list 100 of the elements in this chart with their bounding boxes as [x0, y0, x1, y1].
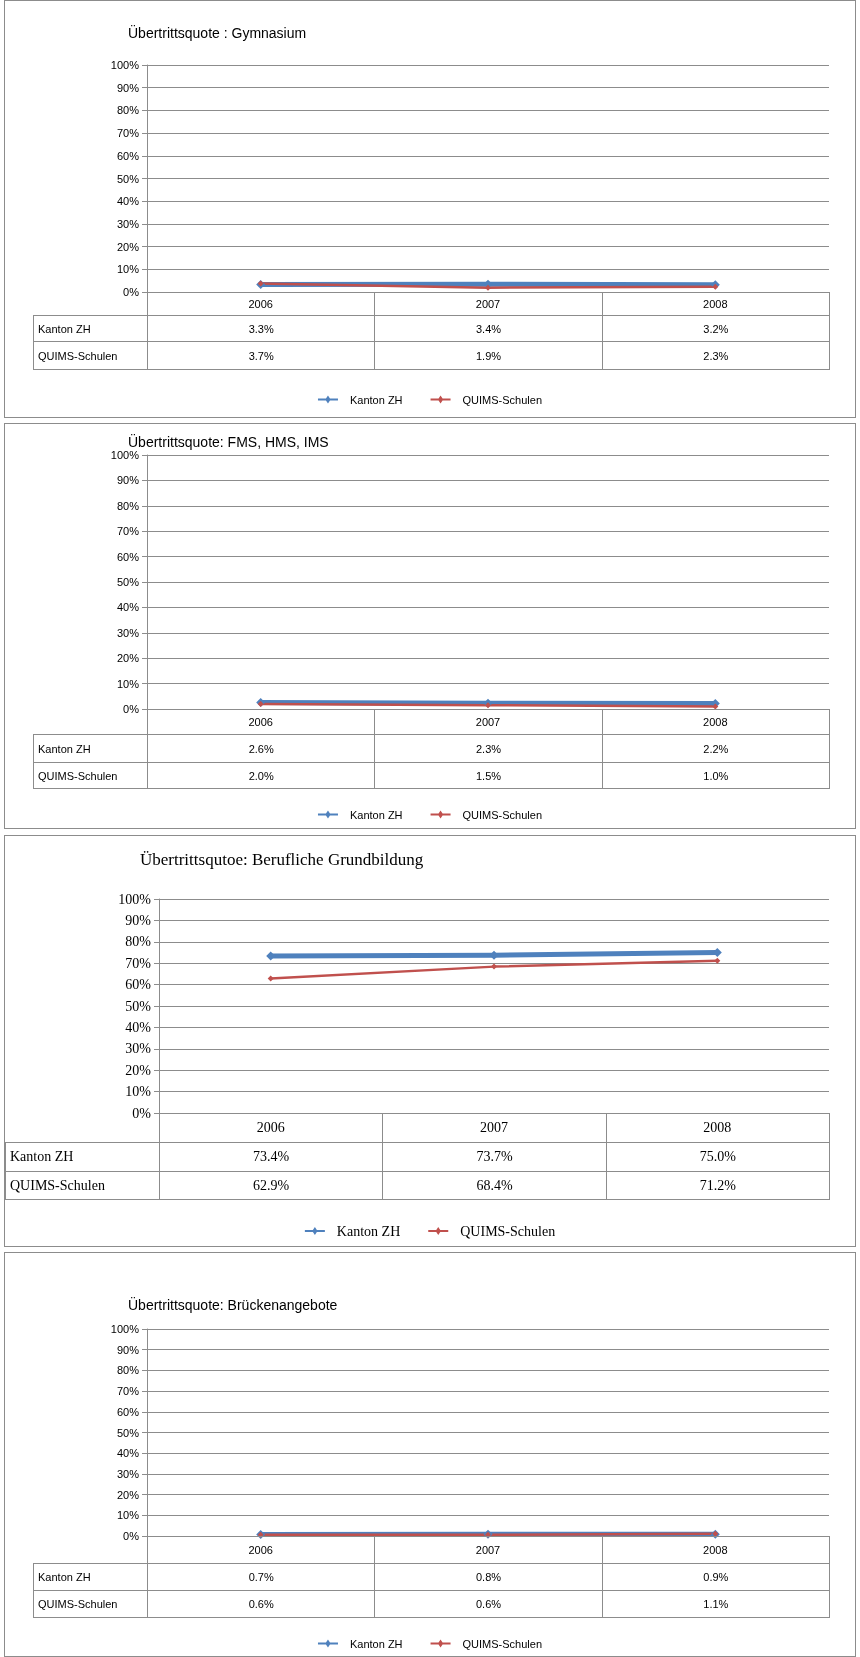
point	[267, 975, 274, 982]
text: QUIMS-Schulen	[38, 349, 118, 362]
chart-title: Übertrittsquote: Brückenangebote	[128, 1296, 338, 1313]
y-tick-label: 70%	[116, 127, 140, 140]
text: Kanton ZH	[38, 1571, 91, 1583]
data-label: 75.0%	[606, 1142, 830, 1172]
data-label: 0.6%	[147, 1590, 375, 1618]
y-tick-label: 100%	[110, 1323, 140, 1335]
x-tick-label: 2006	[248, 297, 273, 310]
y-tick-label: 50%	[116, 1426, 140, 1439]
data-label: 3.4%	[374, 315, 603, 342]
x-tick-label: 2007	[480, 1120, 508, 1135]
y-tick-label: 30%	[116, 626, 140, 639]
y-tick-label: 70%	[116, 525, 140, 538]
data-label: 0.7%	[147, 1563, 375, 1591]
y-tick-label: 90%	[116, 81, 140, 94]
data-label: 68.4%	[382, 1171, 607, 1200]
y-tick-label: 100%	[118, 891, 152, 907]
y-tick-label: 20%	[125, 1062, 152, 1078]
legend-label: QUIMS-Schulen	[460, 1223, 556, 1239]
data-label: 1.5%	[374, 762, 603, 789]
y-tick-label: 10%	[116, 263, 140, 276]
y-tick-label: 0%	[123, 1530, 140, 1542]
x-tick-label: 2006	[248, 1543, 273, 1556]
y-tick-label: 20%	[116, 652, 140, 665]
legend-label: Kanton ZH	[349, 393, 403, 406]
chart-title: Übertrittsquote : Gymnasium	[128, 24, 307, 41]
y-tick-label: 100%	[110, 449, 140, 461]
y-tick-label: 90%	[116, 474, 140, 487]
y-tick-label: 80%	[116, 1364, 140, 1377]
data-label: 62.9%	[159, 1171, 383, 1200]
text: Kanton ZH	[38, 742, 91, 755]
text: QUIMS-Schulen	[38, 1598, 118, 1610]
y-tick-label: 0%	[132, 1105, 152, 1121]
data-label: 0.9%	[602, 1563, 830, 1591]
y-tick-label: 50%	[116, 172, 140, 185]
y-tick-label: 60%	[116, 149, 140, 162]
x-tick-label: 2008	[703, 715, 728, 728]
x-tick-label: 2007	[475, 297, 501, 310]
x-tick-label: 2008	[703, 1120, 732, 1135]
y-tick-label: 40%	[125, 1019, 152, 1035]
y-tick-label: 10%	[125, 1084, 152, 1100]
legend-label: Kanton ZH	[349, 1637, 403, 1650]
y-tick-label: 60%	[125, 977, 152, 993]
data-label: 2.3%	[374, 734, 603, 763]
x-tick-label: 2008	[703, 1543, 728, 1556]
y-tick-label: 60%	[116, 1405, 140, 1418]
y-tick-label: 50%	[125, 998, 152, 1014]
data-label: 2.2%	[602, 734, 830, 763]
data-label: 0.6%	[374, 1590, 603, 1618]
y-tick-label: 90%	[116, 1343, 140, 1356]
chart-title: Übertrittsquote: FMS, HMS, IMS	[128, 433, 329, 450]
data-label: 3.2%	[602, 315, 830, 342]
y-tick-label: 80%	[116, 499, 140, 512]
y-tick-label: 10%	[116, 1509, 140, 1522]
y-tick-label: 0%	[123, 286, 140, 298]
legend-label: QUIMS-Schulen	[462, 393, 543, 406]
x-tick-label: 2007	[475, 715, 501, 728]
y-tick-label: 30%	[116, 1467, 140, 1480]
text: QUIMS-Schulen	[10, 1177, 105, 1193]
y-tick-label: 0%	[123, 703, 140, 715]
y-tick-label: 70%	[125, 955, 152, 971]
y-tick-label: 20%	[116, 1488, 140, 1501]
data-label: 2.3%	[602, 341, 830, 370]
x-tick-label: 2008	[703, 297, 728, 310]
data-label: 0.8%	[374, 1563, 603, 1591]
y-tick-label: 40%	[116, 1447, 140, 1460]
x-tick-label: 2006	[248, 715, 273, 728]
legend-label: Kanton ZH	[349, 808, 403, 821]
text: Kanton ZH	[38, 322, 91, 335]
y-tick-label: 10%	[116, 677, 140, 690]
point	[714, 957, 721, 964]
legend-label: QUIMS-Schulen	[462, 808, 543, 821]
data-label: 3.7%	[147, 341, 375, 370]
data-label: 2.0%	[147, 762, 375, 789]
y-tick-label: 80%	[125, 934, 152, 950]
y-tick-label: 50%	[116, 576, 140, 588]
data-label: 3.3%	[147, 315, 375, 342]
point	[491, 963, 497, 970]
y-tick-label: 20%	[116, 240, 140, 253]
y-tick-label: 90%	[125, 912, 152, 928]
chart-title: Übertrittsqutoe: Berufliche Grundbildung	[140, 850, 424, 869]
y-tick-label: 60%	[116, 550, 140, 563]
text: QUIMS-Schulen	[38, 769, 118, 782]
y-tick-label: 80%	[116, 104, 140, 117]
text: Kanton ZH	[10, 1149, 74, 1164]
data-label: 1.1%	[602, 1590, 830, 1618]
y-tick-label: 70%	[116, 1385, 140, 1398]
y-tick-label: 40%	[116, 195, 140, 208]
data-label: 1.9%	[374, 341, 603, 370]
x-tick-label: 2006	[256, 1120, 285, 1135]
legend-label: Kanton ZH	[336, 1223, 401, 1239]
y-tick-label: 30%	[125, 1041, 152, 1057]
y-tick-label: 40%	[116, 601, 140, 614]
data-label: 1.0%	[602, 762, 830, 789]
data-label: 71.2%	[606, 1171, 830, 1200]
y-tick-label: 100%	[110, 59, 140, 71]
data-label: 2.6%	[147, 734, 375, 763]
legend-label: QUIMS-Schulen	[462, 1637, 543, 1650]
x-tick-label: 2007	[475, 1543, 501, 1556]
